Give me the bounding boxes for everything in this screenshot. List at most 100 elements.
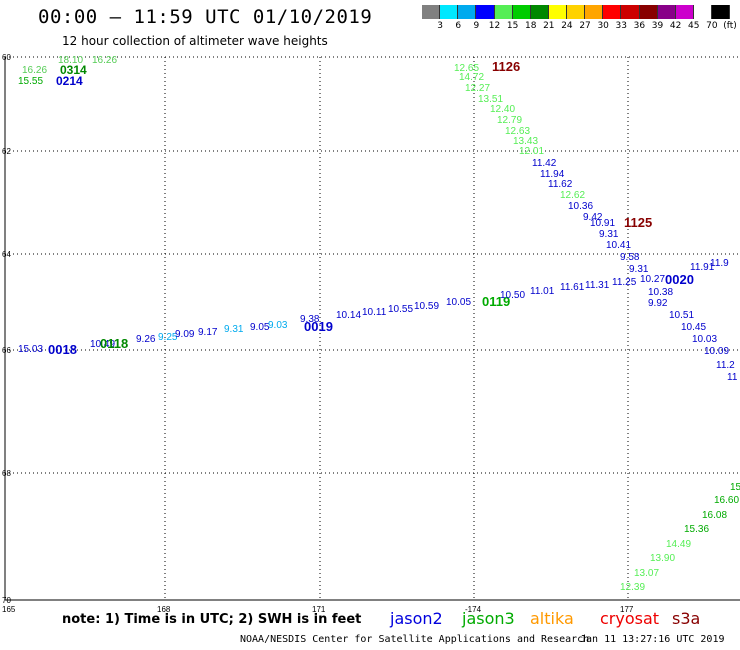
swh-value: 12.63 bbox=[505, 126, 530, 137]
legend-label: 36 bbox=[633, 21, 646, 31]
swh-value: 18.10 bbox=[58, 55, 83, 66]
legend-label: (ft) bbox=[723, 21, 737, 31]
swh-value: 10.36 bbox=[568, 201, 593, 212]
swh-value: 12.65 bbox=[454, 63, 479, 74]
swh-value: 9.31 bbox=[224, 324, 244, 335]
track-id-label: 0018 bbox=[48, 342, 77, 357]
swh-value: 10.91 bbox=[590, 218, 615, 229]
swh-value: 9.26 bbox=[136, 334, 156, 345]
swh-value: 10.11 bbox=[362, 307, 387, 318]
map-grid bbox=[4, 56, 740, 601]
lon-label: 177 bbox=[620, 605, 634, 614]
legend-swatch bbox=[476, 5, 495, 19]
lon-label: -174 bbox=[465, 605, 482, 614]
swh-value: 10.03 bbox=[692, 334, 717, 345]
swh-value: 9.58 bbox=[620, 252, 640, 263]
legend-label: 33 bbox=[615, 21, 628, 31]
swh-value: 14.49 bbox=[666, 539, 691, 550]
track-id-label: 0119 bbox=[482, 294, 510, 309]
legend-swatch bbox=[639, 5, 658, 19]
swh-value: 16.08 bbox=[702, 510, 727, 521]
legend-swatch bbox=[621, 5, 640, 19]
swh-value: 9.09 bbox=[175, 329, 195, 340]
swh-value: 12.39 bbox=[620, 582, 645, 593]
swh-value: 11 bbox=[727, 372, 738, 383]
legend-altika: altika bbox=[530, 609, 574, 628]
swh-value: 9.17 bbox=[198, 327, 218, 338]
swh-value: 15.03 bbox=[18, 344, 43, 355]
swh-value: 16.26 bbox=[92, 55, 117, 66]
swh-value: 10.09 bbox=[704, 346, 729, 357]
swh-value: 11.42 bbox=[532, 158, 557, 169]
legend-label: 15 bbox=[506, 21, 519, 31]
legend-label: 70 bbox=[706, 21, 718, 31]
legend-label: 30 bbox=[597, 21, 609, 31]
track-id-label: 0019 bbox=[304, 319, 333, 334]
lat-label: 60 bbox=[2, 53, 11, 62]
swh-value: 15.55 bbox=[18, 76, 43, 87]
legend-swatch bbox=[422, 5, 441, 19]
swh-value: 10.49 bbox=[90, 339, 115, 350]
swh-value: 13.51 bbox=[478, 94, 503, 105]
swh-value: 11.62 bbox=[548, 179, 573, 190]
swh-value: 9.05 bbox=[250, 322, 270, 333]
swh-value: 10.55 bbox=[388, 304, 413, 315]
legend-label: 21 bbox=[543, 21, 555, 31]
lon-label: 165 bbox=[2, 605, 16, 614]
legend-label: 9 bbox=[473, 21, 480, 31]
swh-value: 10.05 bbox=[446, 297, 471, 308]
legend-swatch bbox=[675, 5, 694, 19]
lat-label: 62 bbox=[2, 147, 11, 156]
swh-value: 15 bbox=[730, 482, 740, 493]
legend-label: 24 bbox=[561, 21, 573, 31]
legend-swatch bbox=[458, 5, 477, 19]
legend-label: 6 bbox=[455, 21, 462, 31]
legend-label: 12 bbox=[488, 21, 501, 31]
swh-value: 10.51 bbox=[669, 310, 694, 321]
swh-value: 10.27 bbox=[640, 274, 665, 285]
legend-label: 45 bbox=[688, 21, 700, 31]
legend-jason2: jason2 bbox=[390, 609, 443, 628]
swh-value: 11.01 bbox=[530, 286, 555, 297]
units-note: note: 1) Time is in UTC; 2) SWH is in fe… bbox=[62, 612, 362, 627]
credit-text: NOAA/NESDIS Center for Satellite Applica… bbox=[240, 634, 590, 645]
map-subtitle: 12 hour collection of altimeter wave hei… bbox=[62, 34, 328, 48]
legend-label: 3 bbox=[437, 21, 443, 31]
lat-label: 66 bbox=[2, 346, 11, 355]
swh-value: 11.31 bbox=[585, 280, 610, 291]
legend-swatch bbox=[512, 5, 531, 19]
track-id-label: 1126 bbox=[492, 59, 520, 74]
swh-value: 11.2 bbox=[716, 360, 735, 371]
lat-label: 70 bbox=[2, 596, 11, 605]
swh-value: 12.40 bbox=[490, 104, 515, 115]
track-id-label: 1125 bbox=[624, 215, 652, 230]
lon-label: 168 bbox=[157, 605, 171, 614]
swh-value: 9.25 bbox=[158, 332, 178, 343]
legend-label: 18 bbox=[524, 21, 537, 31]
swh-value: 14.72 bbox=[459, 72, 484, 83]
swh-value: 15.36 bbox=[684, 524, 709, 535]
legend-label: 42 bbox=[669, 21, 682, 31]
swh-value: 13.07 bbox=[634, 568, 659, 579]
swh-value: 11.9 bbox=[710, 258, 729, 269]
swh-value: 13.90 bbox=[650, 553, 675, 564]
wave-height-legend-labels: 3 6 9 12 15 18 21 24 27 30 33 36 39 42 45 70 (ft) bbox=[422, 21, 737, 33]
axis-labels: 60 62 64 66 68 70 165 168 171 -174 177 bbox=[2, 53, 634, 614]
swh-value: 12.27 bbox=[465, 83, 490, 94]
legend-swatch bbox=[693, 5, 712, 19]
track-id-label: 0314 bbox=[60, 63, 87, 77]
swh-value: 10.50 bbox=[500, 290, 525, 301]
legend-swatch bbox=[530, 5, 549, 19]
swh-value: 11.61 bbox=[560, 282, 585, 293]
legend-label: 27 bbox=[579, 21, 591, 31]
altimeter-tracks: 1126 12.65 14.72 12.27 13.51 12.40 12.79… bbox=[18, 55, 740, 593]
swh-value: 11.91 bbox=[690, 262, 715, 273]
swh-value: 16.26 bbox=[22, 65, 47, 76]
legend-swatch bbox=[657, 5, 676, 19]
swh-value: 13.43 bbox=[513, 136, 538, 147]
legend-swatch bbox=[548, 5, 567, 19]
track-id-label: 0020 bbox=[665, 272, 694, 287]
swh-value: 12.01 bbox=[519, 146, 544, 157]
